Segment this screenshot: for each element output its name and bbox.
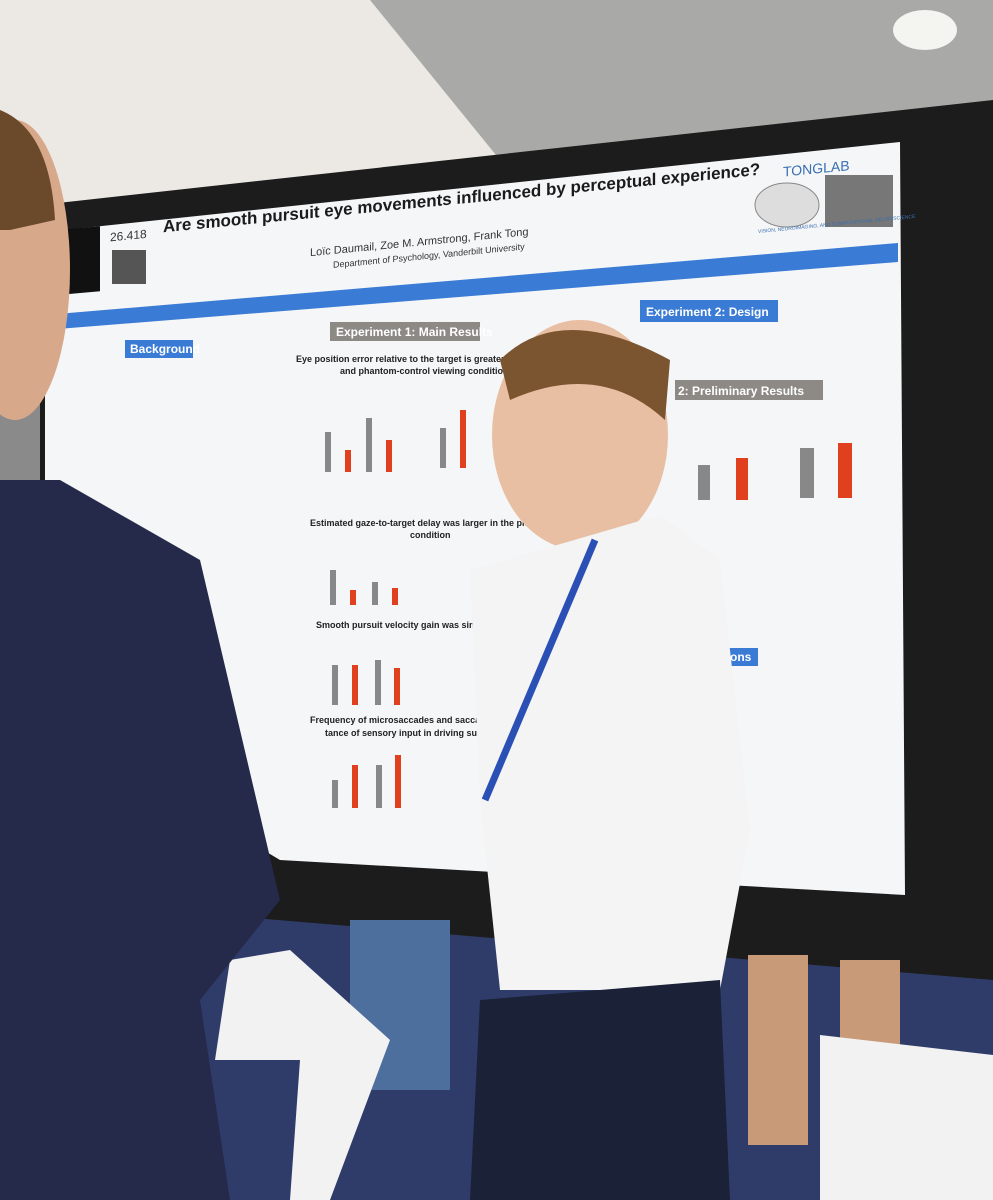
chair (215, 950, 390, 1200)
finding: and phantom-control viewing conditions (340, 366, 514, 376)
person-legs (748, 955, 808, 1145)
section-heading-box (125, 340, 193, 358)
poster-figures (325, 410, 852, 808)
lab-name: TONGLAB (783, 157, 850, 179)
section-heading: Experiment 2: Design (646, 305, 769, 319)
finding: condition (410, 530, 451, 540)
person-jacket (0, 480, 280, 1200)
section-heading: 2: Preliminary Results (678, 384, 804, 398)
section-heading: Experiment 1: Main Results (336, 325, 493, 339)
finding: Frequency of microsaccades and saccades … (310, 715, 554, 725)
lanyard (481, 538, 599, 802)
finding: Estimated gaze-to-target delay was large… (310, 518, 588, 528)
person-pants (470, 980, 730, 1200)
poster-banner (45, 243, 898, 330)
section-heading: Background (130, 342, 200, 356)
section-heading-box (640, 300, 778, 322)
brain-image (754, 182, 820, 228)
lamp (893, 10, 957, 50)
section-heading-box (330, 322, 480, 341)
person-shirt (470, 515, 750, 990)
finding: Smooth pursuit velocity gain was similar… (316, 620, 570, 630)
section-heading-box (675, 380, 823, 400)
person-hair (500, 330, 670, 420)
finding: Eye position error relative to the targe… (296, 354, 582, 364)
person-hair (0, 110, 55, 230)
chair (820, 1035, 993, 1200)
lab-image (825, 175, 893, 227)
finding: tance of sensory input in driving such e… (325, 728, 539, 738)
poster-id: 26.418 (110, 227, 147, 245)
qr-code (112, 250, 146, 284)
